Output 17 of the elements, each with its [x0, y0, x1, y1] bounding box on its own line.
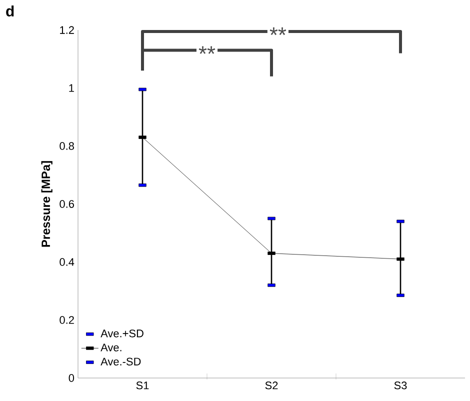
chart-title: d	[6, 6, 14, 16]
y-tick-label: 1	[69, 84, 74, 92]
y-axis-title: Pressure [MPa]	[41, 161, 52, 247]
legend-label: Ave.+SD	[100, 330, 144, 338]
y-tick-label: 0.6	[60, 200, 74, 208]
y-tick-label: 0.2	[60, 316, 74, 324]
x-tick-label: S2	[265, 382, 278, 390]
annotation: **	[198, 46, 216, 54]
y-tick-label: 0	[68, 374, 74, 382]
y-tick-label: 0.4	[60, 258, 74, 266]
y-tick-label: 0.8	[60, 142, 74, 150]
x-tick-label: S3	[394, 382, 407, 390]
x-tick-label: S1	[136, 382, 149, 390]
annotation: **	[270, 27, 286, 36]
legend-label: Ave.	[100, 344, 122, 352]
y-tick-label: 1.2	[60, 26, 74, 34]
legend-label: Ave.-SD	[100, 358, 141, 366]
